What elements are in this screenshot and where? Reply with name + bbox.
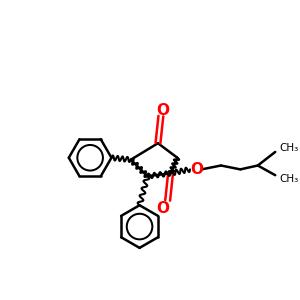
Text: CH₃: CH₃ bbox=[279, 174, 298, 184]
Text: O: O bbox=[156, 103, 169, 118]
Text: O: O bbox=[190, 162, 203, 177]
Text: CH₃: CH₃ bbox=[279, 143, 298, 153]
Text: O: O bbox=[156, 201, 169, 216]
